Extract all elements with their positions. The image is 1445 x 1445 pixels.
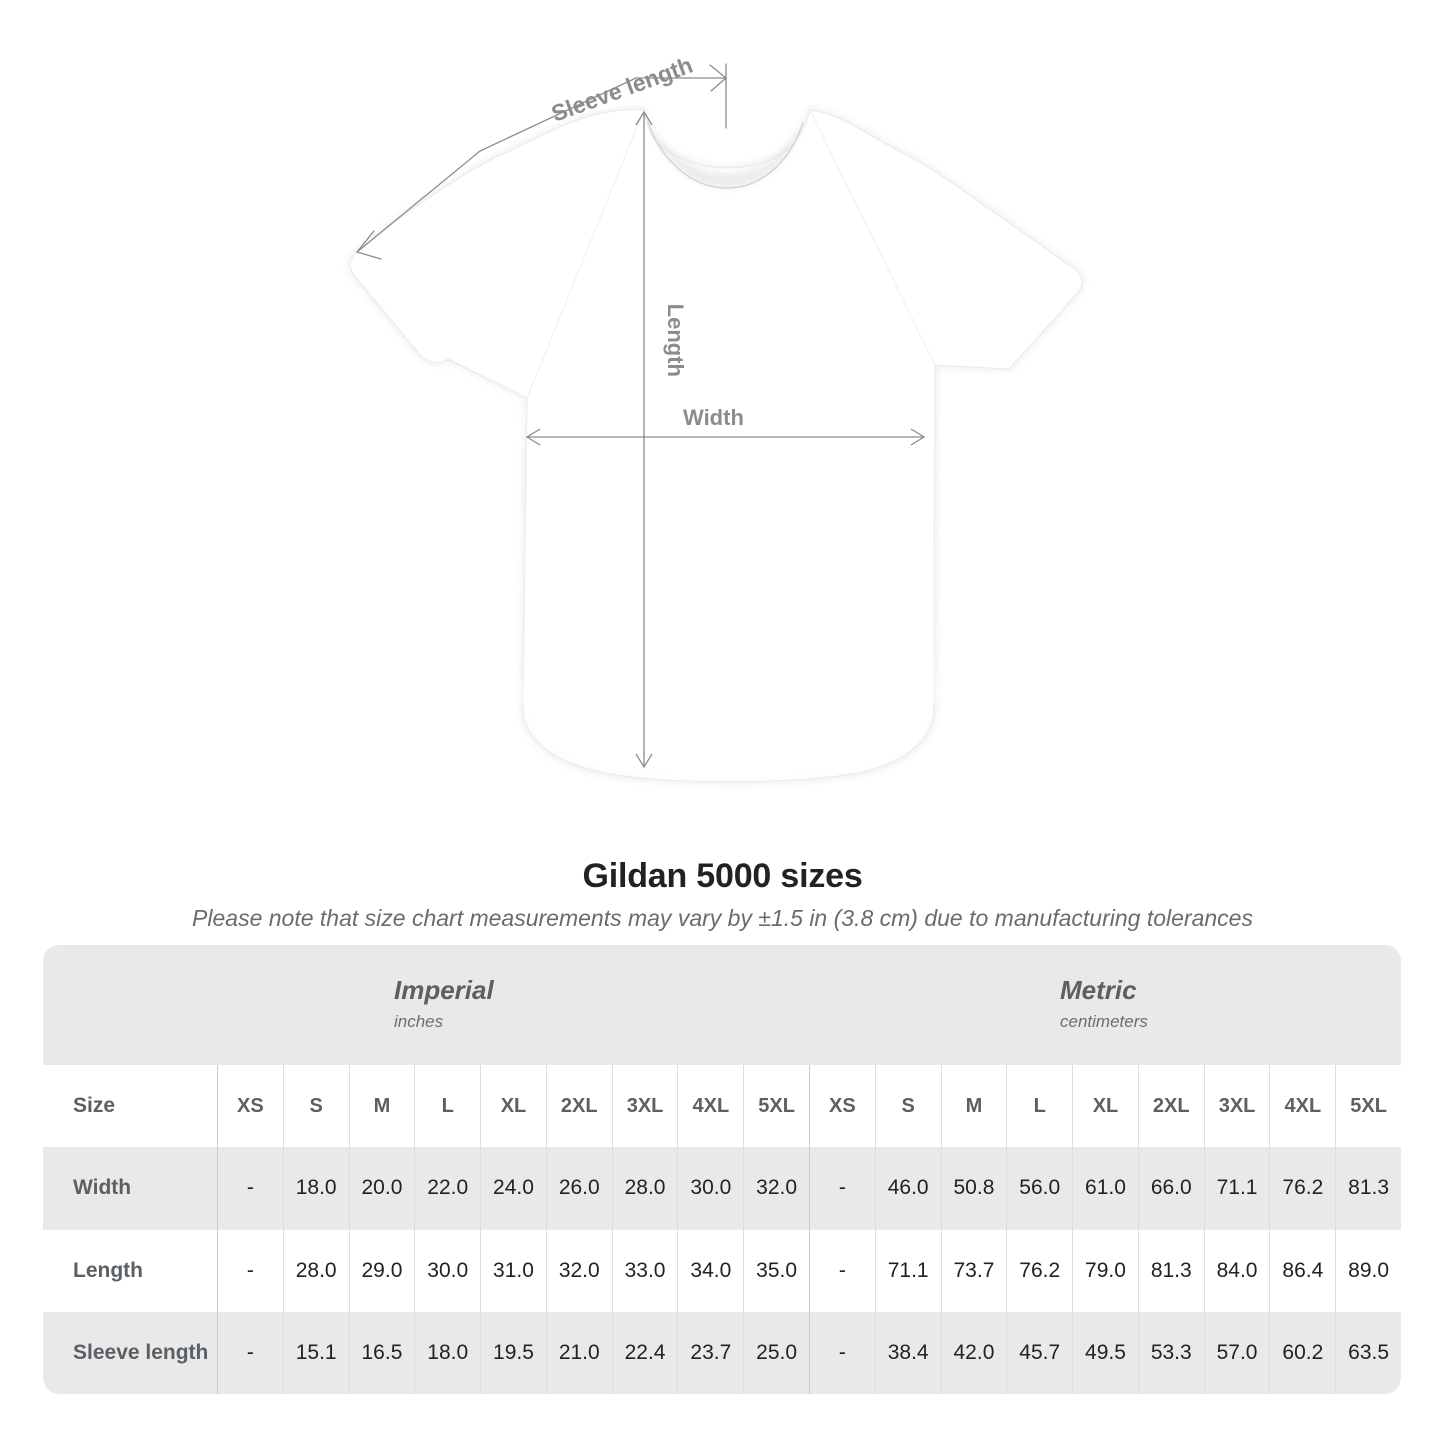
svg-text:Length: Length (663, 304, 688, 377)
svg-text:Width: Width (683, 405, 744, 430)
